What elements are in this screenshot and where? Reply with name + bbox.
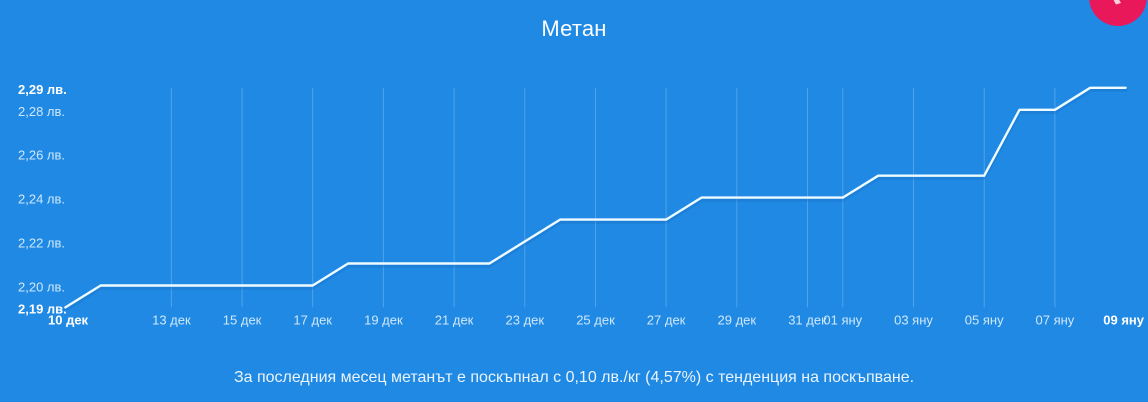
svg-text:15 дек: 15 дек — [223, 312, 262, 327]
svg-text:2,26 лв.: 2,26 лв. — [18, 148, 65, 163]
svg-text:05 яну: 05 яну — [965, 312, 1004, 327]
svg-text:23 дек: 23 дек — [506, 312, 545, 327]
svg-text:31 дек: 31 дек — [788, 312, 827, 327]
svg-text:2,24 лв.: 2,24 лв. — [18, 192, 65, 207]
svg-text:2,22 лв.: 2,22 лв. — [18, 236, 65, 251]
svg-text:21 дек: 21 дек — [435, 312, 474, 327]
svg-text:25 дек: 25 дек — [576, 312, 615, 327]
svg-text:19 дек: 19 дек — [364, 312, 403, 327]
svg-text:2,28 лв.: 2,28 лв. — [18, 104, 65, 119]
svg-text:13 дек: 13 дек — [152, 312, 191, 327]
svg-text:29 дек: 29 дек — [718, 312, 757, 327]
svg-text:07 яну: 07 яну — [1036, 312, 1075, 327]
svg-text:2,20 лв.: 2,20 лв. — [18, 280, 65, 295]
svg-text:10 дек: 10 дек — [48, 312, 89, 327]
svg-text:03 яну: 03 яну — [894, 312, 933, 327]
svg-text:09 яну: 09 яну — [1103, 312, 1145, 327]
svg-text:2,29 лв.: 2,29 лв. — [18, 82, 67, 97]
svg-text:01 яну: 01 яну — [823, 312, 862, 327]
svg-text:27 дек: 27 дек — [647, 312, 686, 327]
svg-text:17 дек: 17 дек — [293, 312, 332, 327]
